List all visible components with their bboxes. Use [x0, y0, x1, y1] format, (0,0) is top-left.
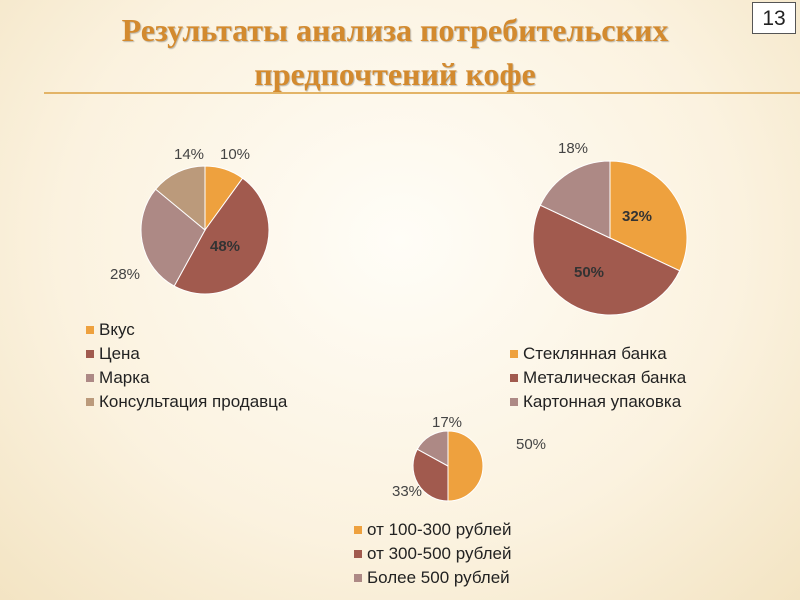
pie-slice-4 [154, 165, 206, 232]
pie-slice-2 [173, 177, 270, 295]
slide-number: 13 [752, 2, 796, 34]
legend-label: Картонная упаковка [523, 392, 682, 411]
legend-item: от 300-500 рублей [354, 542, 512, 566]
legend-label: Марка [99, 368, 150, 387]
pie-slice-3 [416, 430, 449, 467]
title-divider [44, 92, 800, 94]
legend-item: от 100-300 рублей [354, 518, 512, 542]
legend-item: Картонная упаковка [510, 390, 686, 414]
legend-swatch [510, 374, 518, 382]
title-line-1: Результаты анализа потребительских [121, 12, 669, 48]
legend-swatch [86, 398, 94, 406]
legend-swatch [86, 374, 94, 382]
pie-3-label-100-300: 50% [516, 436, 547, 453]
pie-2-legend: Стеклянная банка Металическая банка Картон… [510, 342, 686, 414]
pie-3-label-300-500: 33% [392, 483, 423, 500]
pie-chart-packaging [532, 160, 688, 316]
pie-slice-1 [609, 160, 688, 272]
pie-slice-1 [447, 430, 484, 502]
pie-slice-3 [140, 188, 206, 287]
legend-label: Вкус [99, 320, 135, 339]
pie-2-label-metal: 50% [574, 264, 605, 281]
legend-label: от 100-300 рублей [367, 520, 512, 539]
pie-slice-3 [539, 160, 611, 239]
legend-label: Более 500 рублей [367, 568, 510, 587]
pie-1-label-tsena: 48% [210, 238, 241, 255]
pie-1-legend: Вкус Цена Марка Консультация продавца [86, 318, 287, 414]
pie-3-legend: от 100-300 рублей от 300-500 рублей Более … [354, 518, 512, 590]
legend-item: Металическая банка [510, 366, 686, 390]
legend-label: от 300-500 рублей [367, 544, 512, 563]
pie-1-label-marka: 28% [110, 266, 141, 283]
legend-label: Цена [99, 344, 140, 363]
legend-item: Цена [86, 342, 287, 366]
legend-swatch [354, 526, 362, 534]
pie-chart-preferences [140, 165, 270, 295]
legend-swatch [510, 350, 518, 358]
pie-2-label-glass: 32% [622, 208, 653, 225]
pie-1-label-konsultatsiya: 14% [174, 146, 205, 163]
legend-label: Консультация продавца [99, 392, 288, 411]
slide-title: Результаты анализа потребительских предп… [40, 8, 750, 96]
pie-3-label-500plus: 17% [432, 414, 463, 431]
pie-slice-2 [532, 204, 681, 316]
legend-label: Стеклянная банка [523, 344, 667, 363]
legend-item: Марка [86, 366, 287, 390]
legend-item: Стеклянная банка [510, 342, 686, 366]
pie-slice-2 [412, 448, 449, 502]
legend-item: Вкус [86, 318, 287, 342]
pie-chart-price [412, 430, 484, 502]
legend-swatch [86, 350, 94, 358]
legend-label: Металическая банка [523, 368, 687, 387]
title-line-2: предпочтений кофе [254, 56, 536, 92]
pie-1-label-vkus: 10% [220, 146, 251, 163]
legend-swatch [510, 398, 518, 406]
legend-item: Консультация продавца [86, 390, 287, 414]
legend-item: Более 500 рублей [354, 566, 512, 590]
legend-swatch [354, 574, 362, 582]
legend-swatch [86, 326, 94, 334]
legend-swatch [354, 550, 362, 558]
pie-2-label-carton: 18% [558, 140, 589, 157]
